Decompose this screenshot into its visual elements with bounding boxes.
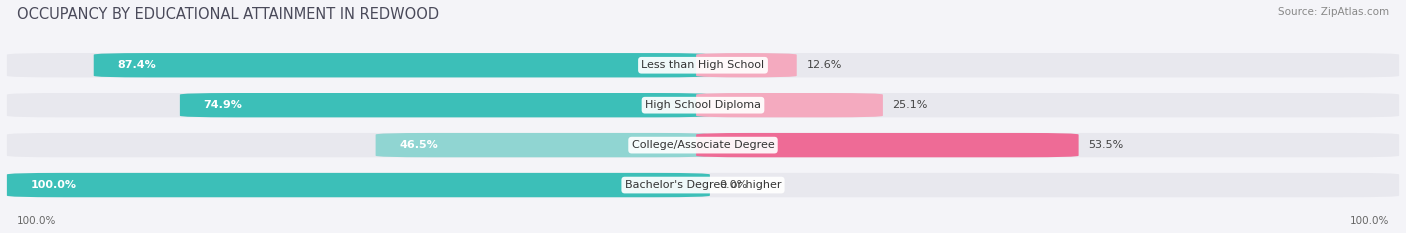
Text: 74.9%: 74.9%: [204, 100, 242, 110]
Text: 100.0%: 100.0%: [31, 180, 76, 190]
Text: OCCUPANCY BY EDUCATIONAL ATTAINMENT IN REDWOOD: OCCUPANCY BY EDUCATIONAL ATTAINMENT IN R…: [17, 7, 439, 22]
Text: 46.5%: 46.5%: [399, 140, 437, 150]
Text: 100.0%: 100.0%: [1350, 216, 1389, 226]
Text: Source: ZipAtlas.com: Source: ZipAtlas.com: [1278, 7, 1389, 17]
FancyBboxPatch shape: [94, 53, 710, 77]
FancyBboxPatch shape: [180, 93, 710, 117]
FancyBboxPatch shape: [7, 173, 1399, 197]
FancyBboxPatch shape: [696, 93, 883, 117]
Text: 0.0%: 0.0%: [720, 180, 748, 190]
Text: 12.6%: 12.6%: [807, 60, 842, 70]
Text: 25.1%: 25.1%: [893, 100, 928, 110]
Text: Less than High School: Less than High School: [641, 60, 765, 70]
FancyBboxPatch shape: [7, 53, 1399, 77]
Text: High School Diploma: High School Diploma: [645, 100, 761, 110]
FancyBboxPatch shape: [7, 173, 710, 197]
FancyBboxPatch shape: [696, 133, 1078, 157]
Text: 87.4%: 87.4%: [117, 60, 156, 70]
FancyBboxPatch shape: [7, 133, 1399, 157]
FancyBboxPatch shape: [696, 53, 797, 77]
Text: Bachelor's Degree or higher: Bachelor's Degree or higher: [624, 180, 782, 190]
FancyBboxPatch shape: [375, 133, 710, 157]
Text: 53.5%: 53.5%: [1088, 140, 1123, 150]
FancyBboxPatch shape: [7, 93, 1399, 117]
Text: 100.0%: 100.0%: [17, 216, 56, 226]
Text: College/Associate Degree: College/Associate Degree: [631, 140, 775, 150]
